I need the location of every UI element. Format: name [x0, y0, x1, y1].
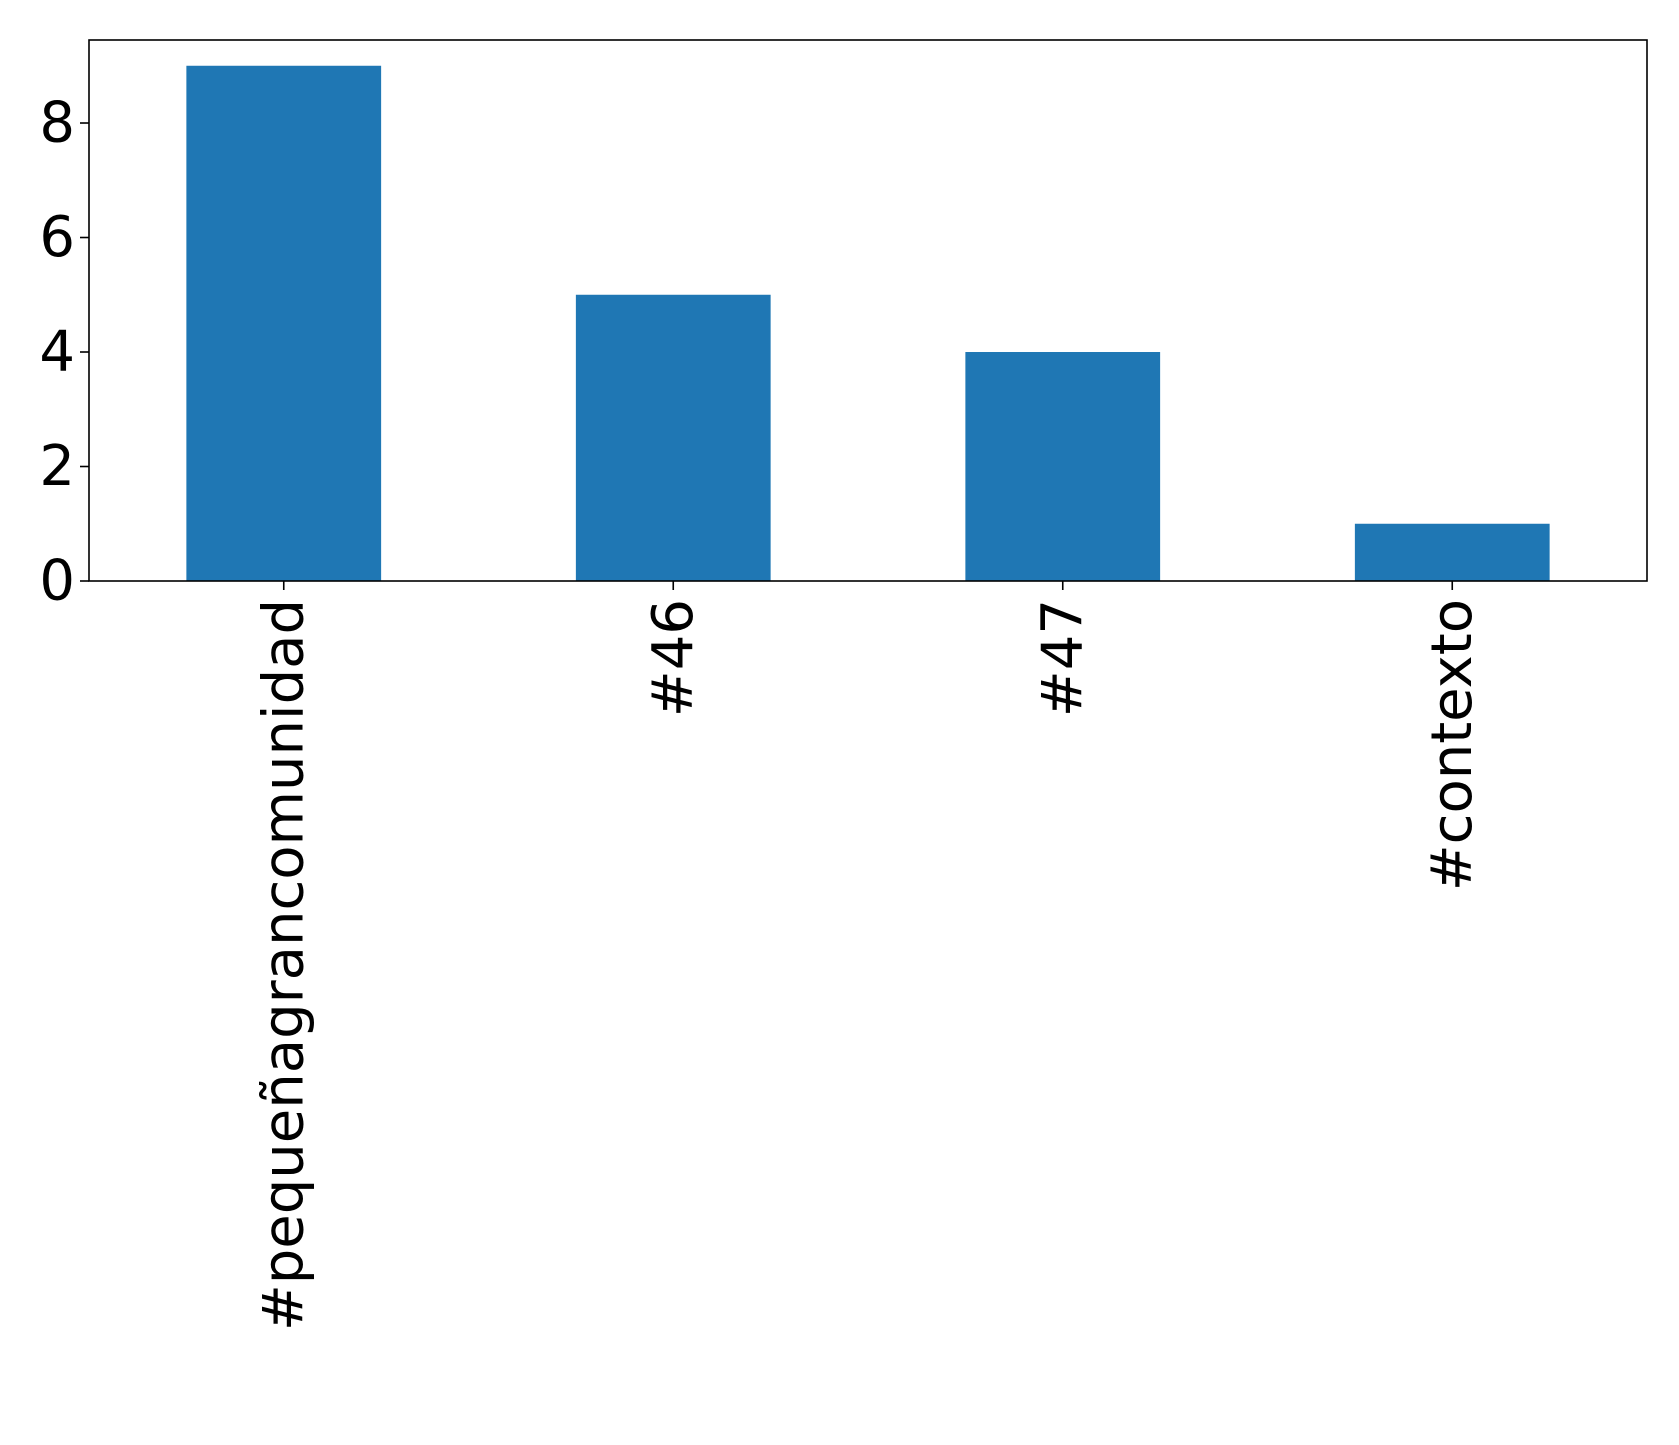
y-tick-label-0: 0	[39, 549, 75, 614]
x-tick-label-2: #47	[1030, 599, 1095, 717]
bar-1	[575, 294, 771, 581]
y-tick-label-3: 6	[39, 205, 75, 270]
bar-3	[1354, 523, 1550, 581]
bar-0	[186, 65, 382, 581]
y-tick-label-2: 4	[39, 320, 75, 385]
y-tick-label-1: 2	[39, 434, 75, 499]
plot-frame	[88, 39, 1648, 582]
bar-2	[965, 352, 1161, 581]
ticks-layer: 0 2 4 6 8 #pequeñagrancomunidad #46 #47 #context…	[39, 91, 1484, 1332]
y-tick-label-4: 8	[39, 91, 75, 156]
x-tick-label-3: #contexto	[1420, 599, 1485, 891]
x-tick-label-1: #46	[641, 599, 706, 717]
bars-layer	[186, 65, 1550, 581]
x-tick-label-0: #pequeñagrancomunidad	[251, 599, 316, 1331]
